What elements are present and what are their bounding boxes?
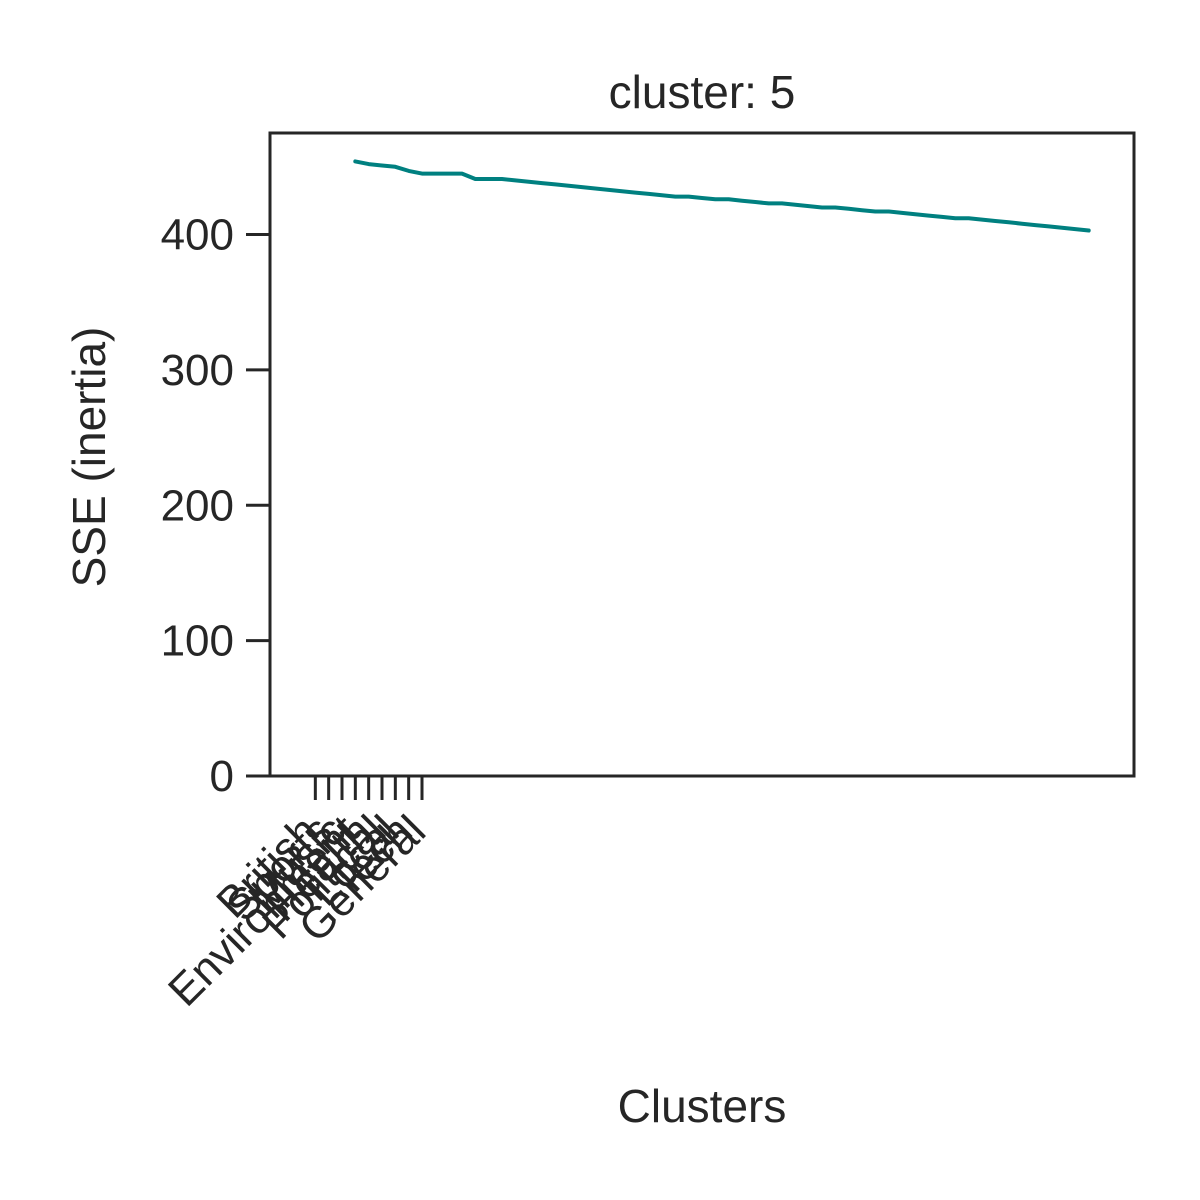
y-tick-label-1: 100 (161, 617, 234, 666)
y-axis-label: SSE (inertia) (63, 327, 115, 588)
y-tick-label-0: 0 (210, 752, 234, 801)
chart-title: cluster: 5 (609, 66, 796, 118)
y-tick-label-3: 300 (161, 346, 234, 395)
series-line-0 (353, 159, 1091, 233)
y-tick-label-2: 200 (161, 481, 234, 530)
x-axis-label: Clusters (618, 1080, 787, 1132)
plot-frame (268, 131, 1136, 778)
y-tick-label-4: 400 (161, 211, 234, 260)
